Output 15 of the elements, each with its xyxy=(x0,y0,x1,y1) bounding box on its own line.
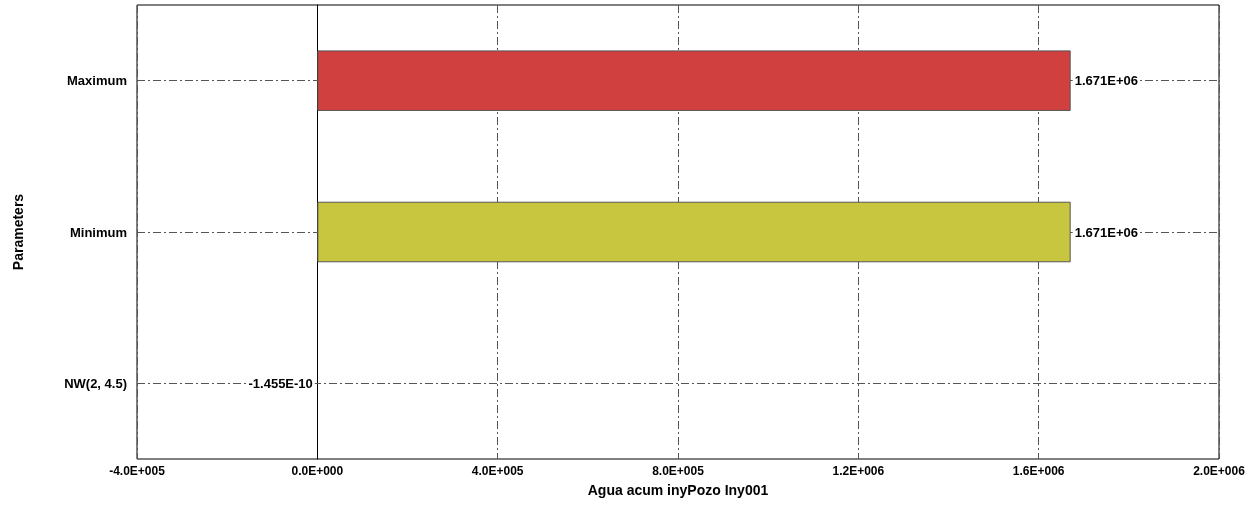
x-tick-label: 1.6E+006 xyxy=(1012,464,1065,478)
y-tick-label: Minimum xyxy=(69,224,127,240)
x-axis-title: Agua acum inyPozo Iny001 xyxy=(587,482,769,498)
y-axis-title: Parameters xyxy=(10,193,26,271)
x-tick-label: 2.0E+006 xyxy=(1193,464,1246,478)
y-tick-label: NW(2, 4.5) xyxy=(64,375,127,391)
x-tick-label: -4.0E+005 xyxy=(109,464,166,478)
data-label: 1.671E+06 xyxy=(1074,73,1138,89)
x-tick-label: 4.0E+005 xyxy=(471,464,524,478)
y-tick-label: Maximum xyxy=(67,73,127,89)
x-tick-label: 1.2E+006 xyxy=(832,464,885,478)
data-label: 1.671E+06 xyxy=(1074,224,1138,240)
x-tick-label: 8.0E+005 xyxy=(652,464,705,478)
data-label: -1.455E-10 xyxy=(248,375,313,391)
x-tick-label: 0.0E+000 xyxy=(291,464,344,478)
